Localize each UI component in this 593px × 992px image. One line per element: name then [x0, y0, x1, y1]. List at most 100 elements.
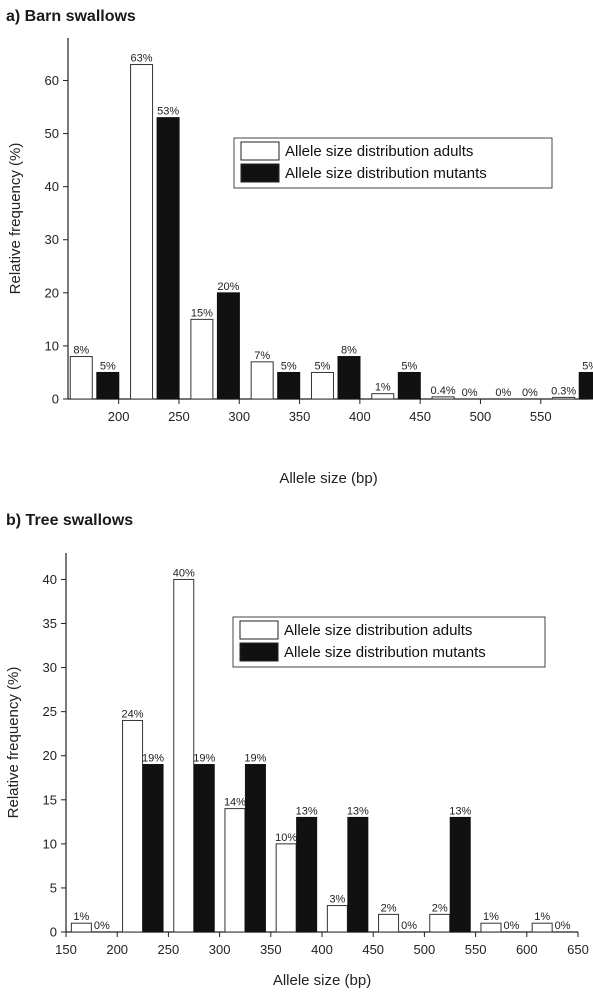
- panel-a-y-tick-label: 20: [45, 285, 59, 300]
- panel-a-adult-value-label: 1%: [375, 382, 391, 394]
- panel-a-adult-value-label: 0.4%: [431, 385, 456, 397]
- panel-b-adult-value-label: 24%: [122, 708, 144, 720]
- panel-b-adult-bar: [378, 913, 400, 933]
- panel-a-mutant-value-label: 20%: [217, 281, 239, 293]
- panel-a-legend-mutant-label: Allele size distribution mutants: [285, 165, 487, 182]
- panel-b-mutant-value-label: 0%: [94, 920, 110, 932]
- panel-b-x-tick-label: 300: [209, 942, 231, 957]
- panel-a-x-axis-title: Allele size (bp): [279, 470, 377, 487]
- panel-b-adult-value-label: 14%: [224, 797, 246, 809]
- panel-b-mutant-value-label: 13%: [347, 805, 369, 817]
- panel-b-adult-bar: [275, 843, 297, 933]
- panel-a-mutant-value-label: 0%: [522, 387, 538, 399]
- panel-b-y-tick-label: 10: [43, 836, 57, 851]
- panel-b-mutant-bar: [193, 764, 215, 933]
- panel-b-mutant-value-label: 19%: [244, 753, 266, 765]
- panel-b-adult-value-label: 3%: [329, 894, 345, 906]
- panel-b-adult-value-label: 1%: [73, 911, 89, 923]
- panel-b-mutant-value-label: 0%: [401, 920, 417, 932]
- panel-a-mutant-bar: [397, 371, 421, 400]
- panel-a-x-tick-label: 550: [530, 409, 552, 424]
- panel-b-y-tick-label: 25: [43, 704, 57, 719]
- panel-a-y-axis-title: Relative frequency (%): [7, 143, 24, 295]
- panel-b-mutant-value-label: 0%: [555, 920, 571, 932]
- panel-a-adult-bar: [552, 396, 576, 400]
- panel-a-adult-value-label: 15%: [191, 307, 213, 319]
- panel-b-mutant-bar: [347, 816, 369, 933]
- panel-a-adult-bar: [371, 393, 395, 400]
- panel-b-mutant-value-label: 19%: [193, 753, 215, 765]
- panel-b-legend: [232, 616, 546, 668]
- panel-a-y-tick-label: 10: [45, 338, 59, 353]
- panel-a-y-tick-label: 0: [52, 392, 59, 407]
- panel-b-mutant-bar: [296, 816, 318, 933]
- panel-b-x-tick-label: 650: [567, 942, 589, 957]
- panel-a-y-tick-label: 40: [45, 179, 59, 194]
- panel-b-x-tick-label: 350: [260, 942, 282, 957]
- panel-a-legend-mutant-swatch: [240, 163, 280, 183]
- panel-b-adult-value-label: 40%: [173, 567, 195, 579]
- panel-b-adult-bar: [173, 578, 195, 933]
- panel-a-mutant-bar: [337, 356, 361, 400]
- panel-a-adult-value-label: 5%: [315, 360, 331, 372]
- panel-b-legend-mutant-label: Allele size distribution mutants: [284, 644, 486, 661]
- panel-b-y-tick-label: 5: [50, 880, 57, 895]
- panel-b-mutant-value-label: 0%: [503, 920, 519, 932]
- panel-b-mutant-bar: [142, 764, 164, 933]
- panel-a-adult-bar: [431, 396, 455, 400]
- panel-a-mutant-bar: [277, 371, 301, 400]
- panel-b-y-tick-label: 30: [43, 660, 57, 675]
- panel-b-adult-bar: [224, 808, 246, 933]
- panel-b-y-tick-label: 40: [43, 572, 57, 587]
- panel-a-adult-bar: [190, 318, 214, 400]
- panel-a-y-tick-label: 60: [45, 73, 59, 88]
- panel-b-mutant-bar: [449, 816, 471, 933]
- panel-b-adult-bar: [326, 905, 348, 933]
- panel-b-x-tick-label: 600: [516, 942, 538, 957]
- panel-b-adult-value-label: 2%: [432, 902, 448, 914]
- panel-b-adult-value-label: 1%: [534, 911, 550, 923]
- panel-b-y-tick-label: 20: [43, 748, 57, 763]
- panel-a-x-tick-label: 250: [168, 409, 190, 424]
- panel-a-adult-value-label: 63%: [131, 53, 153, 65]
- panel-b-legend-adult-swatch: [239, 620, 279, 640]
- panel-a-adult-bar: [69, 356, 93, 400]
- panel-a-title: a) Barn swallows: [6, 8, 136, 25]
- panel-b-x-tick-label: 400: [311, 942, 333, 957]
- panel-a-legend: [233, 137, 553, 189]
- panel-b-x-tick-label: 550: [465, 942, 487, 957]
- panel-a-mutant-value-label: 5%: [281, 360, 297, 372]
- panel-a-mutant-bar: [156, 117, 180, 400]
- panel-a-x-tick-label: 300: [228, 409, 250, 424]
- panel-a-adult-bar: [250, 361, 274, 400]
- panel-a-x-tick-label: 200: [108, 409, 130, 424]
- panel-b-x-tick-label: 200: [106, 942, 128, 957]
- panel-a-adult-value-label: 0.3%: [551, 385, 576, 397]
- panel-a-adult-value-label: 8%: [73, 345, 89, 357]
- panel-b-adult-bar: [70, 922, 92, 933]
- panel-a-adult-value-label: 7%: [254, 350, 270, 362]
- panel-a-mutant-bar: [578, 371, 593, 400]
- panel-a-adult-bar: [310, 371, 334, 400]
- panel-a-mutant-bar: [96, 371, 120, 400]
- panel-a-mutant-value-label: 5%: [100, 360, 116, 372]
- barn-swallows-chart: 0 10 20 30 40 50 60 200 250 300 350 400 450 500 550 All…: [7, 38, 593, 487]
- panel-b-adult-bar: [531, 922, 553, 933]
- panel-a-mutant-value-label: 8%: [341, 345, 357, 357]
- panel-a-y-tick-label: 30: [45, 232, 59, 247]
- panel-a-legend-adult-label: Allele size distribution adults: [285, 143, 473, 160]
- panel-a-mutant-value-label: 53%: [157, 106, 179, 118]
- panel-b-y-axis-title: Relative frequency (%): [5, 667, 22, 819]
- panel-b-x-tick-label: 450: [362, 942, 384, 957]
- panel-b-legend-mutant-swatch: [239, 642, 279, 662]
- panel-b-adult-bar: [480, 922, 502, 933]
- panel-b-x-tick-label: 250: [158, 942, 180, 957]
- panel-b-mutant-value-label: 13%: [296, 805, 318, 817]
- panel-b-adult-bar: [429, 913, 451, 933]
- panel-a-x-tick-label: 400: [349, 409, 371, 424]
- panel-a-mutant-bar: [216, 292, 240, 400]
- panel-b-legend-adult-label: Allele size distribution adults: [284, 622, 472, 639]
- panel-b-y-tick-label: 0: [50, 925, 57, 940]
- panel-b-mutant-value-label: 19%: [142, 753, 164, 765]
- panel-b-adult-bar: [122, 719, 144, 933]
